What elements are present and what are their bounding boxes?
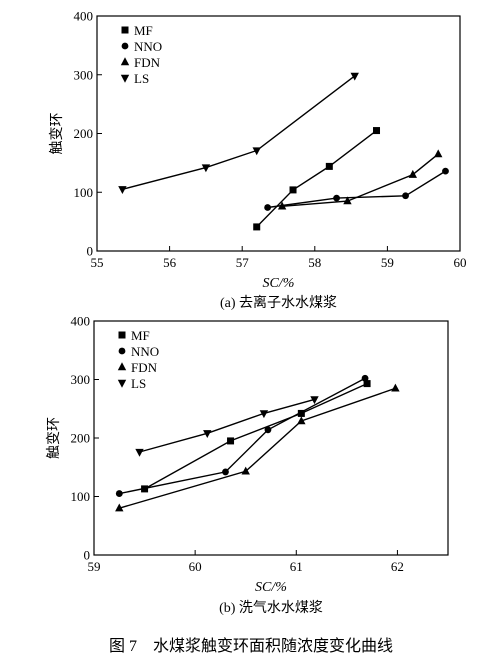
y-tick-label: 400 <box>74 9 94 24</box>
data-point-fdn <box>434 149 443 158</box>
legend-marker-nno <box>118 347 126 355</box>
x-tick-label: 60 <box>454 255 467 270</box>
legend-label-mf: MF <box>134 23 153 38</box>
y-tick-label: 200 <box>71 431 91 446</box>
data-point-nno <box>442 167 449 175</box>
data-point-fdn <box>115 503 124 512</box>
x-axis-title: SC/% <box>255 580 287 595</box>
data-point-nno <box>264 426 272 434</box>
y-tick-label: 0 <box>87 244 94 259</box>
legend-label-ls: LS <box>131 376 146 391</box>
x-tick-label: 62 <box>391 559 404 574</box>
data-point-mf <box>363 380 371 388</box>
y-axis-title: 触变环 <box>46 417 62 459</box>
data-point-mf <box>373 127 381 135</box>
data-point-mf <box>253 223 261 231</box>
data-point-mf <box>325 162 333 170</box>
series-line-ls <box>139 398 315 453</box>
x-tick-label: 61 <box>290 559 303 574</box>
chart-caption: (b) 洗气水水煤浆 <box>219 600 323 616</box>
data-point-fdn <box>343 196 352 205</box>
data-point-fdn <box>241 466 250 475</box>
data-point-nno <box>402 192 409 200</box>
chart-a: 55 56 57 58 59 60 0 100 200 300 400 SC/% 触变环 MFNNOFDN… <box>49 9 467 312</box>
data-point-ls <box>201 164 211 173</box>
legend-marker-ls <box>117 379 127 388</box>
legend-label-nno: NNO <box>134 39 162 54</box>
legend-marker-mf <box>121 26 129 34</box>
data-point-ls <box>350 72 359 81</box>
y-tick-label: 100 <box>71 489 91 504</box>
data-point-nno <box>333 194 340 202</box>
x-tick-label: 56 <box>163 255 177 270</box>
x-tick-label: 55 <box>91 255 104 270</box>
data-point-ls <box>203 430 212 439</box>
y-tick-label: 400 <box>71 314 91 329</box>
y-tick-label: 100 <box>74 185 94 200</box>
y-tick-label: 300 <box>74 67 94 82</box>
data-point-fdn <box>277 201 287 210</box>
series-line-fdn <box>119 387 396 509</box>
figure-caption: 图 7 水煤浆触变环面积随浓度变化曲线 <box>109 637 393 655</box>
data-point-nno <box>361 374 369 382</box>
data-point-ls <box>135 448 144 457</box>
data-point-ls <box>252 147 261 156</box>
y-tick-label: 200 <box>74 126 94 141</box>
data-point-ls <box>118 186 127 195</box>
data-point-fdn <box>391 383 400 392</box>
y-tick-label: 300 <box>71 372 91 387</box>
y-axis-title: 触变环 <box>49 113 65 155</box>
series-line-nno <box>267 170 446 209</box>
data-point-mf <box>297 409 305 417</box>
legend-label-mf: MF <box>131 328 150 343</box>
data-point-fdn <box>408 169 418 178</box>
data-point-nno <box>115 490 123 497</box>
series-line-ls <box>122 75 356 190</box>
chart-caption: (a) 去离子水水煤浆 <box>220 294 337 311</box>
legend-marker-fdn <box>120 57 130 66</box>
legend-label-fdn: FDN <box>134 55 161 70</box>
legend-marker-mf <box>118 331 126 339</box>
series-line-mf <box>144 382 368 490</box>
series-line-fdn <box>282 153 439 207</box>
data-point-ls <box>310 396 319 405</box>
legend-label-nno: NNO <box>131 344 159 359</box>
data-point-ls <box>259 410 269 419</box>
x-tick-label: 60 <box>189 559 202 574</box>
data-point-mf <box>227 437 235 445</box>
legend-marker-ls <box>120 74 130 83</box>
data-point-mf <box>289 186 297 194</box>
legend-label-ls: LS <box>134 71 149 86</box>
x-tick-label: 59 <box>88 559 101 574</box>
data-point-nno <box>222 468 229 476</box>
x-axis-title: SC/% <box>263 276 295 291</box>
x-tick-label: 58 <box>308 255 321 270</box>
x-tick-label: 59 <box>381 255 394 270</box>
series-line-nno <box>119 377 366 495</box>
y-tick-label: 0 <box>84 548 91 563</box>
series-line-mf <box>256 130 377 228</box>
legend-marker-fdn <box>117 362 127 371</box>
data-point-fdn <box>297 416 306 425</box>
legend-label-fdn: FDN <box>131 360 158 375</box>
data-point-nno <box>264 204 272 211</box>
x-tick-label: 57 <box>236 255 250 270</box>
legend-marker-nno <box>121 42 129 50</box>
